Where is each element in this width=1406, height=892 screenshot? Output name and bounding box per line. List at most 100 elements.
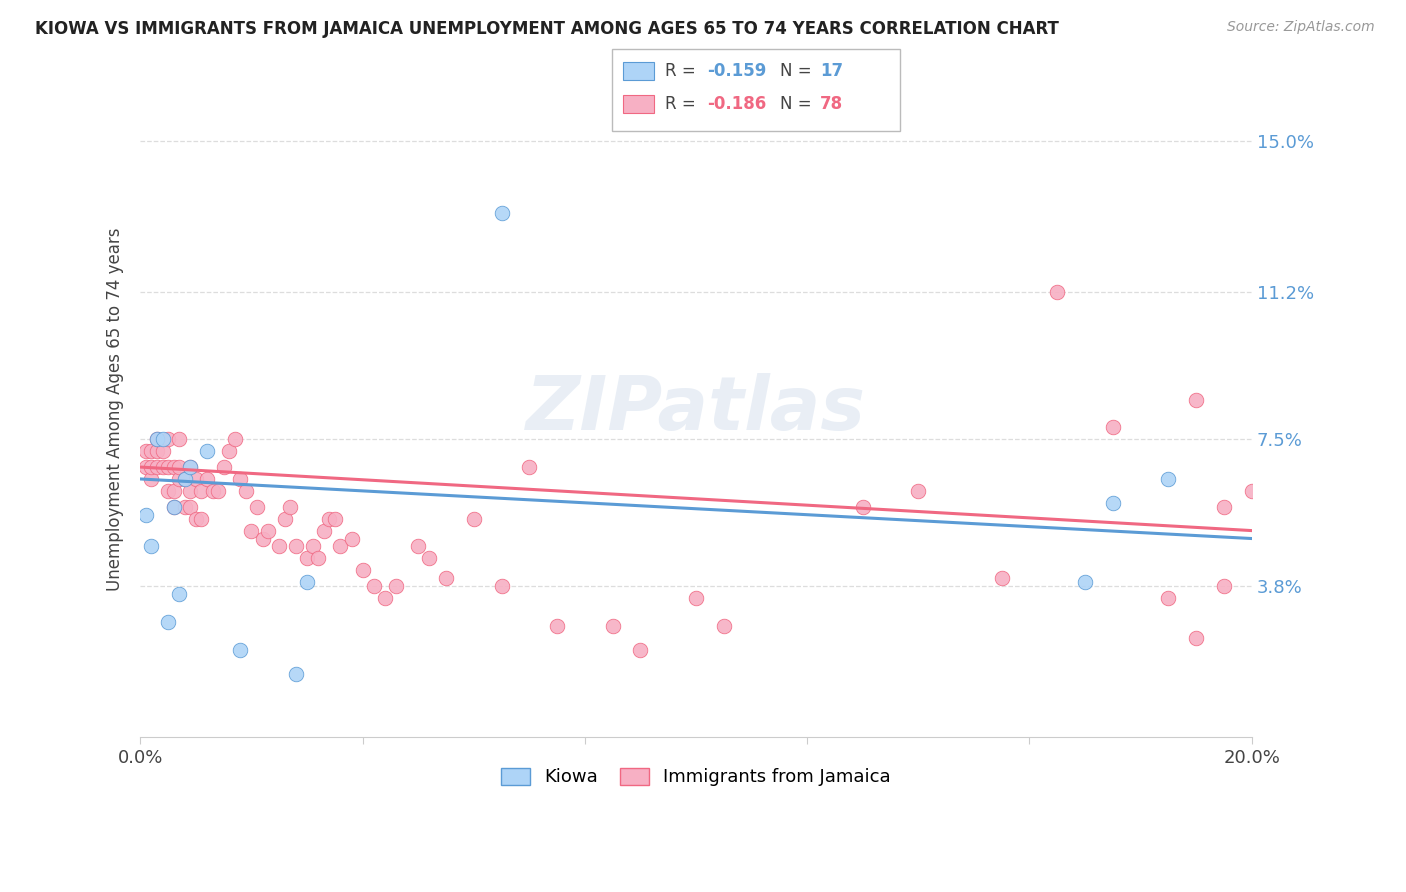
Point	[218, 444, 240, 458]
Point	[269, 540, 291, 554]
Point	[179, 460, 201, 475]
Text: N =: N =	[780, 95, 817, 113]
Point	[385, 579, 408, 593]
Point	[1101, 496, 1123, 510]
Point	[224, 432, 246, 446]
Text: -0.159: -0.159	[707, 62, 766, 80]
Point	[1101, 420, 1123, 434]
Point	[685, 591, 707, 606]
Point	[195, 472, 218, 486]
Point	[907, 483, 929, 498]
Point	[179, 483, 201, 498]
Point	[146, 432, 169, 446]
Text: 17: 17	[820, 62, 842, 80]
Point	[1157, 591, 1180, 606]
Point	[157, 432, 180, 446]
Text: ZIPatlas: ZIPatlas	[526, 373, 866, 446]
Point	[141, 472, 163, 486]
Point	[195, 444, 218, 458]
Text: -0.186: -0.186	[707, 95, 766, 113]
Point	[207, 483, 229, 498]
Point	[852, 500, 875, 514]
Point	[163, 460, 186, 475]
Point	[340, 532, 363, 546]
Point	[190, 483, 212, 498]
Point	[246, 500, 269, 514]
Point	[1157, 472, 1180, 486]
Point	[318, 511, 340, 525]
Point	[157, 615, 180, 629]
Point	[184, 511, 207, 525]
Point	[602, 619, 624, 633]
Point	[141, 444, 163, 458]
Point	[146, 432, 169, 446]
Point	[146, 460, 169, 475]
Point	[274, 511, 297, 525]
Y-axis label: Unemployment Among Ages 65 to 74 years: Unemployment Among Ages 65 to 74 years	[107, 227, 124, 591]
Point	[152, 432, 174, 446]
Point	[179, 500, 201, 514]
Point	[1185, 392, 1208, 407]
Point	[141, 460, 163, 475]
Point	[167, 432, 190, 446]
Point	[157, 483, 180, 498]
Point	[1240, 483, 1263, 498]
Text: N =: N =	[780, 62, 817, 80]
Point	[179, 460, 201, 475]
Point	[307, 551, 329, 566]
Point	[295, 575, 318, 590]
Point	[163, 483, 186, 498]
Point	[212, 460, 235, 475]
Point	[280, 500, 302, 514]
Point	[201, 483, 224, 498]
Point	[146, 444, 169, 458]
Point	[517, 460, 540, 475]
Point	[135, 444, 157, 458]
Point	[173, 472, 195, 486]
Point	[135, 508, 157, 522]
Point	[157, 460, 180, 475]
Point	[990, 571, 1012, 585]
Legend: Kiowa, Immigrants from Jamaica: Kiowa, Immigrants from Jamaica	[494, 760, 898, 794]
Point	[240, 524, 263, 538]
Point	[352, 563, 374, 577]
Point	[329, 540, 352, 554]
Point	[257, 524, 280, 538]
Point	[323, 511, 346, 525]
Point	[184, 472, 207, 486]
Point	[1074, 575, 1097, 590]
Point	[491, 579, 513, 593]
Point	[1212, 579, 1234, 593]
Point	[167, 587, 190, 601]
Point	[229, 642, 252, 657]
Point	[152, 460, 174, 475]
Point	[418, 551, 440, 566]
Point	[152, 444, 174, 458]
Text: Source: ZipAtlas.com: Source: ZipAtlas.com	[1227, 20, 1375, 34]
Point	[135, 460, 157, 475]
Text: KIOWA VS IMMIGRANTS FROM JAMAICA UNEMPLOYMENT AMONG AGES 65 TO 74 YEARS CORRELAT: KIOWA VS IMMIGRANTS FROM JAMAICA UNEMPLO…	[35, 20, 1059, 37]
Point	[284, 666, 307, 681]
Point	[295, 551, 318, 566]
Point	[141, 540, 163, 554]
Point	[312, 524, 335, 538]
Point	[190, 511, 212, 525]
Point	[546, 619, 568, 633]
Point	[1185, 631, 1208, 645]
Point	[173, 500, 195, 514]
Point	[1212, 500, 1234, 514]
Point	[363, 579, 385, 593]
Point	[713, 619, 735, 633]
Point	[463, 511, 485, 525]
Point	[630, 642, 652, 657]
Point	[173, 472, 195, 486]
Point	[284, 540, 307, 554]
Point	[1046, 285, 1069, 300]
Point	[252, 532, 274, 546]
Text: 78: 78	[820, 95, 842, 113]
Point	[167, 472, 190, 486]
Point	[406, 540, 429, 554]
Point	[434, 571, 457, 585]
Text: R =: R =	[665, 62, 702, 80]
Point	[491, 206, 513, 220]
